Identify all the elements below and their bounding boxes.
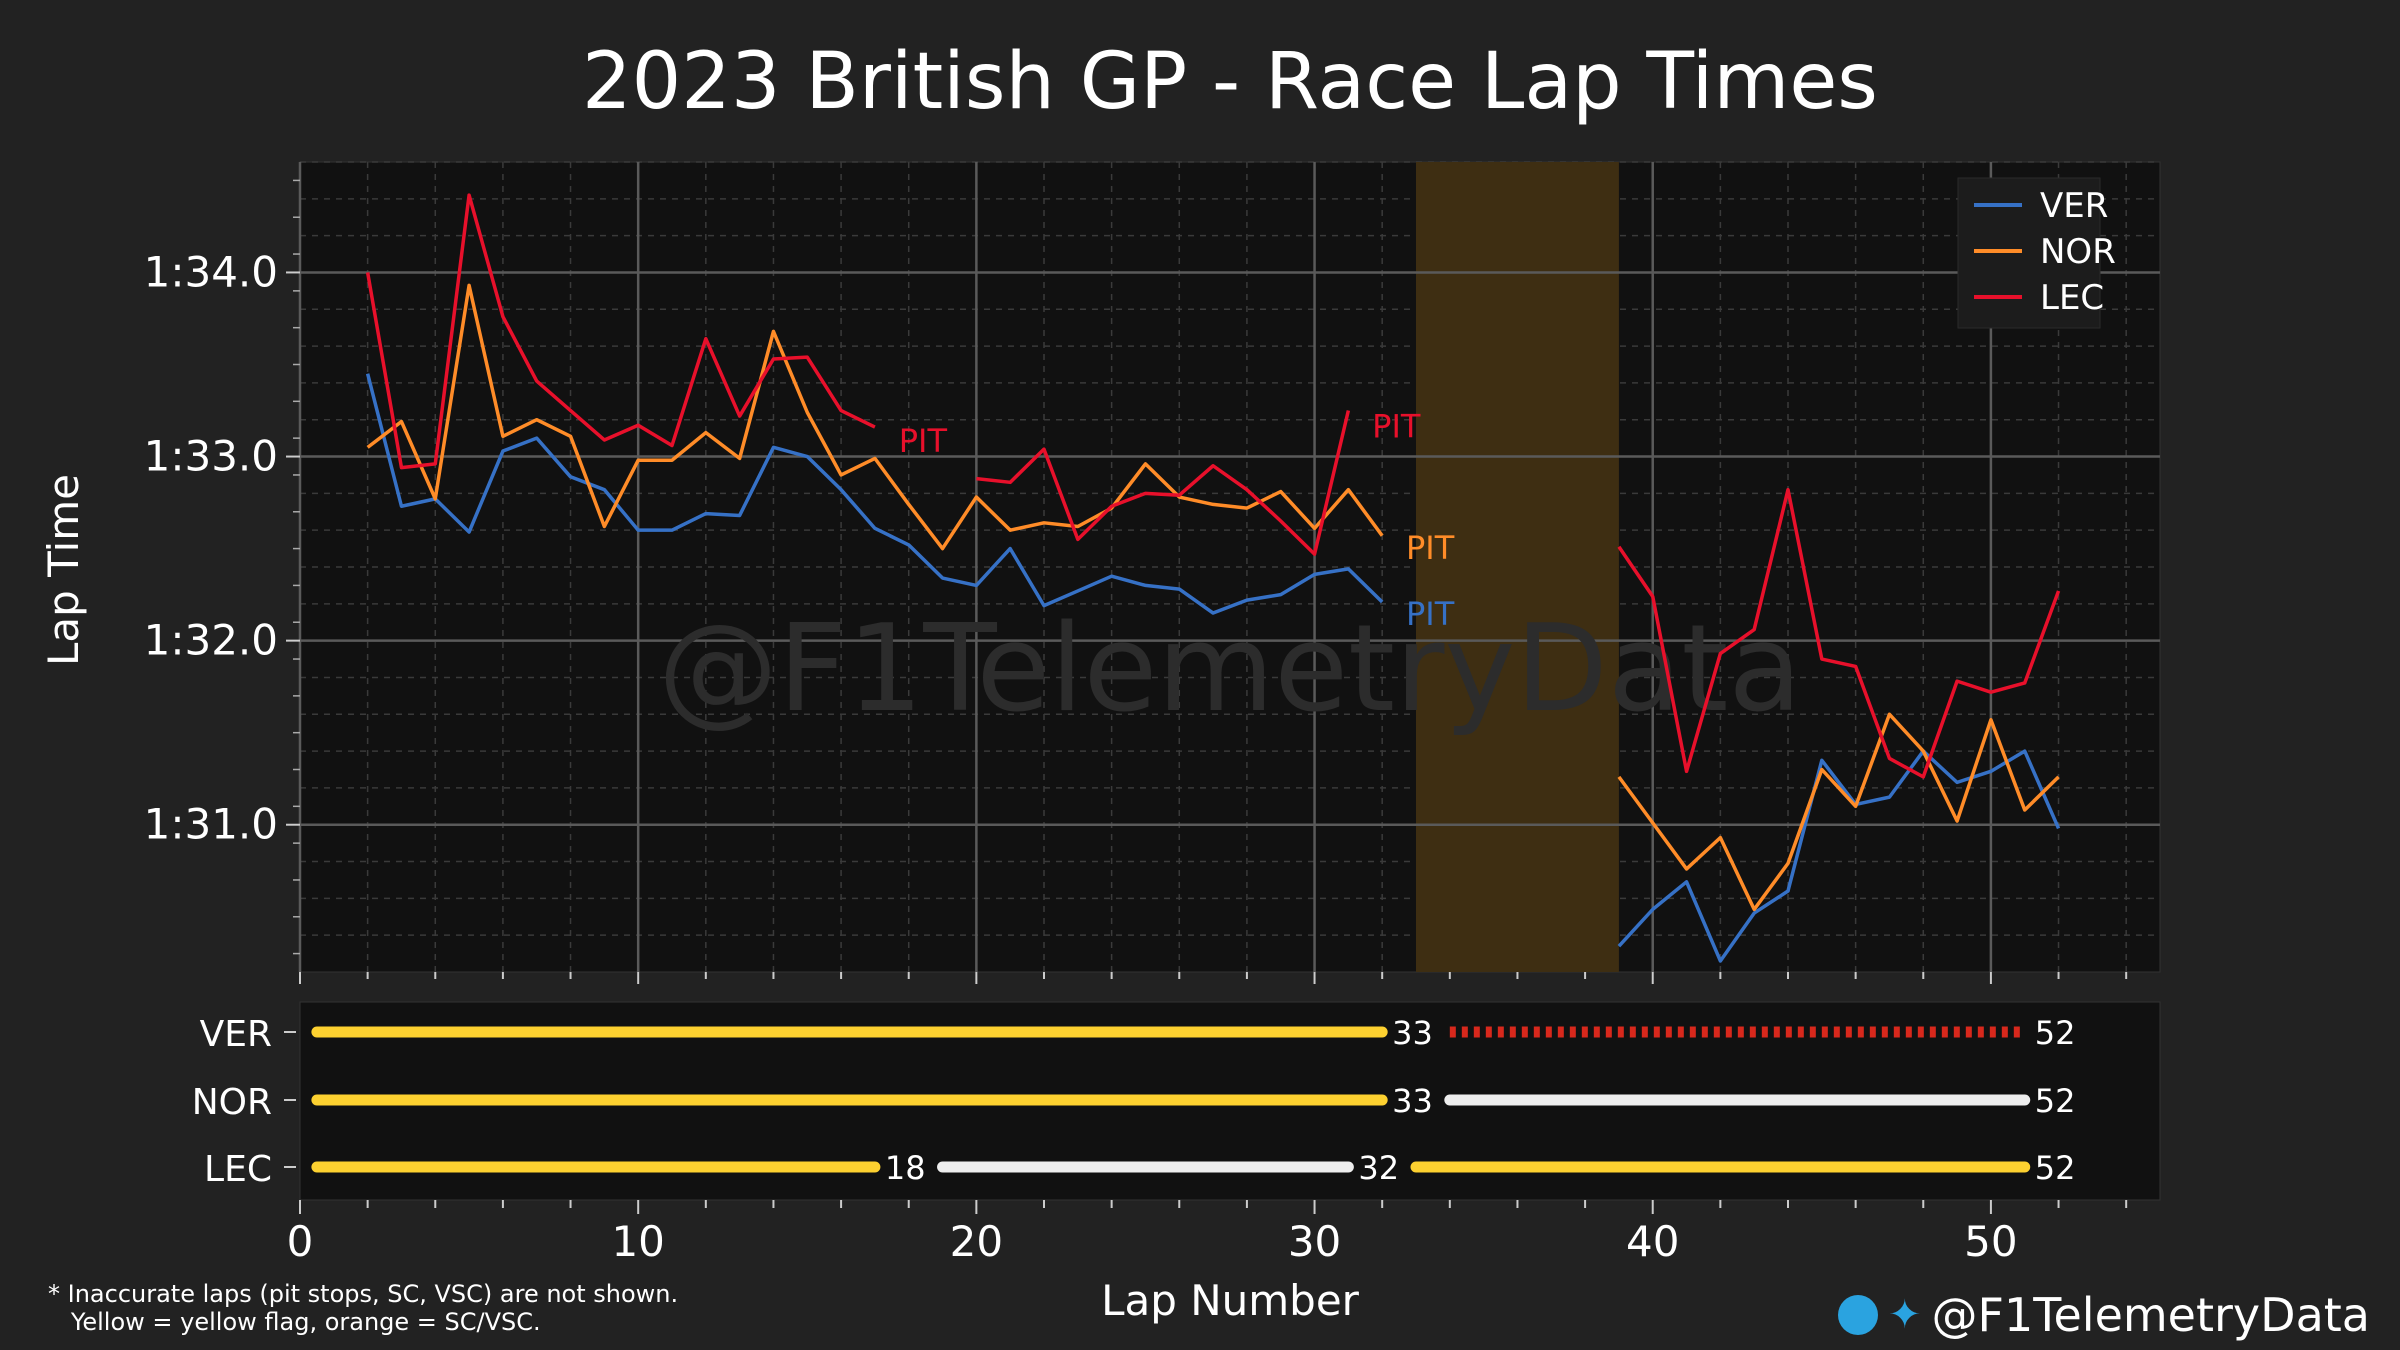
pit-label-ver: PIT [1406,595,1455,633]
sc-vsc-band [1416,162,1619,972]
footnote-line1: * Inaccurate laps (pit stops, SC, VSC) a… [48,1280,679,1308]
series-line-lec [976,410,1351,556]
series-line-lec [365,193,876,470]
stint-end-label: 18 [885,1149,926,1187]
x-tick-label: 10 [611,1217,664,1266]
y-tick-label: 1:31.0 [144,800,278,849]
legend-entry-lec: LEC [2040,278,2104,318]
footnote: * Inaccurate laps (pit stops, SC, VSC) a… [48,1280,678,1336]
telegram-icon [1837,1295,1878,1335]
stint-driver-label: LEC [204,1149,272,1190]
watermark: @F1TelemetryData [658,600,1802,739]
stint-end-label: 52 [2035,1149,2076,1187]
y-axis-label: Lap Time [39,474,88,666]
legend-entry-nor: NOR [2040,232,2116,272]
pit-label-lec: PIT [899,422,948,460]
x-tick-label: 40 [1626,1217,1679,1266]
x-tick-label: 50 [1964,1217,2017,1266]
x-tick-label: 30 [1288,1217,1341,1266]
x-tick-label: 0 [287,1217,314,1266]
stint-end-label: 33 [1392,1082,1433,1120]
y-tick-label: 1:33.0 [144,432,278,481]
chart-title: 2023 British GP - Race Lap Times [582,37,1878,127]
legend-entry-ver: VER [2040,186,2108,226]
y-tick-label: 1:32.0 [144,616,278,665]
series-line-lec [1617,487,2061,779]
series-line-ver [365,373,1384,615]
stint-end-label: 32 [1358,1149,1399,1187]
stint-end-label: 52 [2035,1014,2076,1052]
main-plot: 1:31.0 1:32.0 1:33.0 1:34.0 @F1TelemetryData… [144,161,2161,973]
twitter-icon: ✦ [1887,1292,1922,1338]
pit-label-nor: PIT [1406,529,1455,567]
stint-end-label: 33 [1392,1014,1433,1052]
stint-driver-label: NOR [192,1082,272,1123]
stint-end-label: 52 [2035,1082,2076,1120]
y-tick-label: 1:34.0 [144,247,278,296]
x-axis-label: Lap Number [1101,1276,1360,1325]
stint-driver-label: VER [200,1014,272,1055]
series-line-ver [1617,749,2061,963]
x-tick-label: 20 [950,1217,1003,1266]
stint-plot: VER 33 52 NOR 33 52 LEC 18 32 52 0 10 20 30 40 50 [192,972,2161,1266]
credit: ✦ @F1TelemetryData [1837,1288,2370,1342]
credit-text: @F1TelemetryData [1931,1288,2370,1342]
pit-label-lec: PIT [1372,407,1421,445]
legend: VER NOR LEC [1957,177,2116,329]
series-line-nor [366,283,1384,551]
series-line-nor [1617,712,2060,912]
footnote-line2: Yellow = yellow flag, orange = SC/VSC. [48,1308,541,1336]
